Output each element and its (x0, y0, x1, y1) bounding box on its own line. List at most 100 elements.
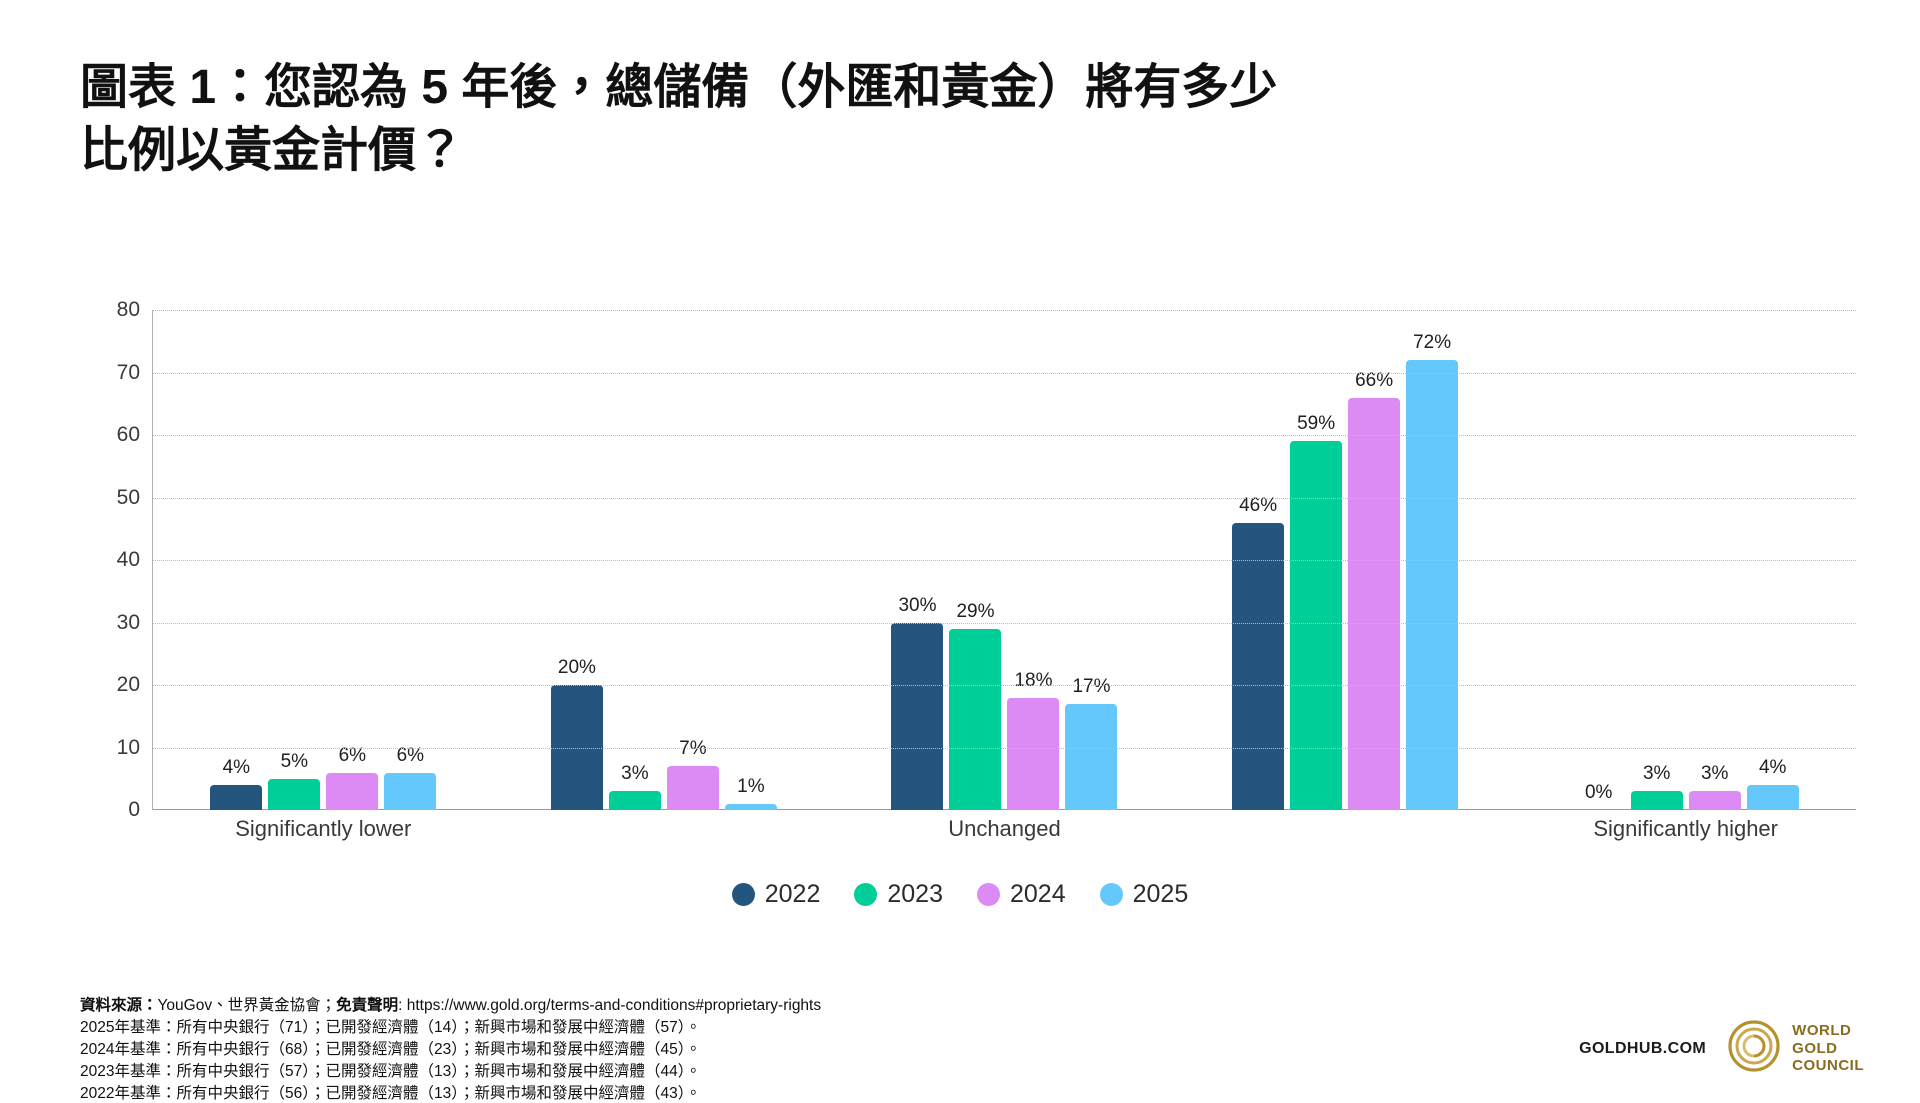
wgc-line-2: GOLD (1792, 1039, 1838, 1057)
y-axis-tick-70: 70 (116, 360, 140, 384)
bar-2022-group-1[interactable]: 4% (210, 310, 263, 810)
gridline-50 (153, 497, 1856, 499)
y-axis-tick-0: 0 (128, 798, 140, 821)
bar-rect[interactable] (326, 772, 379, 810)
bar-2023-group-2[interactable]: 3% (608, 310, 661, 810)
bar-value-label: 17% (1072, 675, 1111, 697)
legend-swatch-icon (854, 883, 878, 906)
y-axis-tick-30: 30 (116, 610, 140, 634)
y-axis-tick-80: 80 (116, 298, 140, 321)
footnote-base-2023: 2023年基準：所有中央銀行（57）；已開發經濟體（13）；新興市場和發展中經濟… (80, 1063, 701, 1080)
legend-item-2024[interactable]: 2024 (977, 880, 1066, 909)
bar-rect[interactable] (1065, 703, 1118, 810)
bar-2024-group-1[interactable]: 6% (326, 310, 379, 810)
bar-rect[interactable] (666, 766, 719, 810)
bar-value-label: 3% (1700, 763, 1729, 785)
disclaimer-url[interactable]: : https://www.gold.org/terms-and-conditi… (398, 997, 822, 1014)
bar-2024-group-3[interactable]: 18% (1007, 310, 1060, 810)
bar-value-label: 3% (621, 763, 649, 785)
gridline-20 (153, 685, 1856, 686)
legend-item-2022[interactable]: 2022 (731, 880, 821, 909)
bar-rect[interactable] (891, 622, 944, 810)
category-label-1: Significantly lower (235, 816, 412, 841)
bar-rect[interactable] (1348, 397, 1401, 810)
source-body: YouGov、世界黃金協會； (157, 997, 337, 1014)
legend-label: 2023 (887, 880, 943, 908)
gridline-60 (153, 435, 1856, 436)
bar-group-5: 0% 3% 3% 4% (1515, 310, 1856, 810)
bar-rect[interactable] (268, 778, 321, 810)
y-axis-tick-50: 50 (116, 485, 140, 509)
legend-item-2023[interactable]: 2023 (854, 880, 943, 909)
plot-area: 4% 5% 6% 6% 20% 3% 7% 1% 30% 29% 18% 17% 46% 59% 66% 72… (153, 310, 1856, 810)
brand-area: GOLDHUB.COM WORLD GOLD COUNCIL (1579, 1020, 1864, 1077)
bar-value-label: 59% (1297, 413, 1336, 435)
bar-rect[interactable] (724, 803, 777, 810)
bar-2023-group-3[interactable]: 29% (949, 310, 1002, 810)
disclaimer-label: 免責聲明 (336, 997, 399, 1014)
footnote-base-2024: 2024年基準：所有中央銀行（68）；已開發經濟體（23）；新興市場和發展中經濟… (80, 1041, 701, 1058)
category-labels: Significantly lower Unchanged Significantl… (153, 816, 1856, 842)
bar-value-label: 20% (557, 657, 596, 678)
bar-2023-group-1[interactable]: 5% (268, 310, 321, 810)
bar-group-4: 46% 59% 66% 72% (1175, 310, 1516, 810)
y-axis-line (152, 310, 153, 810)
legend-swatch-icon (1099, 883, 1123, 906)
category-label-5: Significantly higher (1593, 816, 1778, 841)
category-label-2 (494, 816, 835, 842)
legend-item-2025[interactable]: 2025 (1099, 880, 1189, 909)
wgc-line-3: COUNCIL (1792, 1057, 1864, 1075)
bar-2022-group-3[interactable]: 30% (891, 310, 944, 810)
bar-2022-group-5[interactable]: 0% (1573, 310, 1625, 810)
bar-rect[interactable] (1007, 697, 1060, 810)
bar-rect[interactable] (1746, 785, 1799, 810)
bar-2025-group-3[interactable]: 17% (1065, 310, 1118, 810)
bar-2022-group-4[interactable]: 46% (1232, 310, 1285, 810)
bar-2024-group-2[interactable]: 7% (666, 310, 719, 810)
bar-value-label: 4% (1758, 757, 1787, 778)
bar-rect[interactable] (384, 772, 437, 810)
gridline-70 (153, 372, 1856, 374)
bar-2023-group-4[interactable]: 59% (1290, 310, 1343, 810)
bar-2024-group-4[interactable]: 66% (1348, 310, 1401, 810)
bar-2025-group-5[interactable]: 4% (1746, 310, 1799, 810)
wgc-spiral-icon (1728, 1020, 1780, 1077)
bar-value-label: 30% (898, 594, 937, 616)
y-axis-tick-40: 40 (116, 548, 140, 571)
legend-label: 2025 (1132, 880, 1189, 908)
bar-group-1: 4% 5% 6% 6% (153, 310, 494, 810)
bar-rect[interactable] (210, 785, 263, 810)
bar-value-label: 6% (338, 744, 367, 766)
bar-value-label: 29% (956, 600, 995, 622)
category-label-4 (1175, 816, 1516, 842)
chart-legend: 2022 2023 2024 2025 (0, 880, 1920, 909)
bar-groups: 4% 5% 6% 6% 20% 3% 7% 1% 30% 29% 18% 17% 46% 59% 66% 72… (153, 310, 1856, 810)
y-axis: 0 10 20 30 40 50 60 70 80 (96, 298, 152, 821)
gridline-30 (153, 622, 1856, 624)
bar-rect[interactable] (1290, 441, 1343, 810)
bar-rect[interactable] (1688, 791, 1741, 810)
bar-value-label: 18% (1014, 669, 1053, 691)
footnote-source: 資料來源：YouGov、世界黃金協會；免責聲明: https://www.gol… (80, 995, 1480, 1017)
bar-rect[interactable] (1232, 522, 1285, 810)
bar-chart: 0 10 20 30 40 50 60 70 80 4% 5% 6% 6% 20% 3% 7% 1% 30% 29… (96, 298, 1856, 841)
goldhub-label[interactable]: GOLDHUB.COM (1579, 1039, 1707, 1057)
bar-2025-group-1[interactable]: 6% (384, 310, 437, 810)
bar-rect[interactable] (1406, 360, 1459, 810)
bar-value-label: 6% (396, 744, 425, 766)
bar-2025-group-2[interactable]: 1% (724, 310, 777, 810)
bar-value-label: 72% (1413, 332, 1452, 353)
wgc-wordmark: WORLD GOLD COUNCIL (1792, 1022, 1864, 1074)
bar-2023-group-5[interactable]: 3% (1630, 310, 1683, 810)
footnote-base-2025: 2025年基準：所有中央銀行（71）；已開發經濟體（14）；新興市場和發展中經濟… (80, 1019, 701, 1036)
bar-rect[interactable] (949, 628, 1002, 810)
legend-label: 2022 (764, 880, 821, 908)
bar-rect[interactable] (1630, 791, 1683, 810)
bar-2024-group-5[interactable]: 3% (1688, 310, 1741, 810)
gridline-40 (153, 560, 1856, 561)
bar-rect[interactable] (608, 791, 661, 810)
category-label-3: Unchanged (948, 816, 1061, 841)
bar-value-label: 46% (1239, 494, 1278, 516)
world-gold-council-logo: WORLD GOLD COUNCIL (1728, 1020, 1864, 1077)
gridline-10 (153, 747, 1856, 749)
